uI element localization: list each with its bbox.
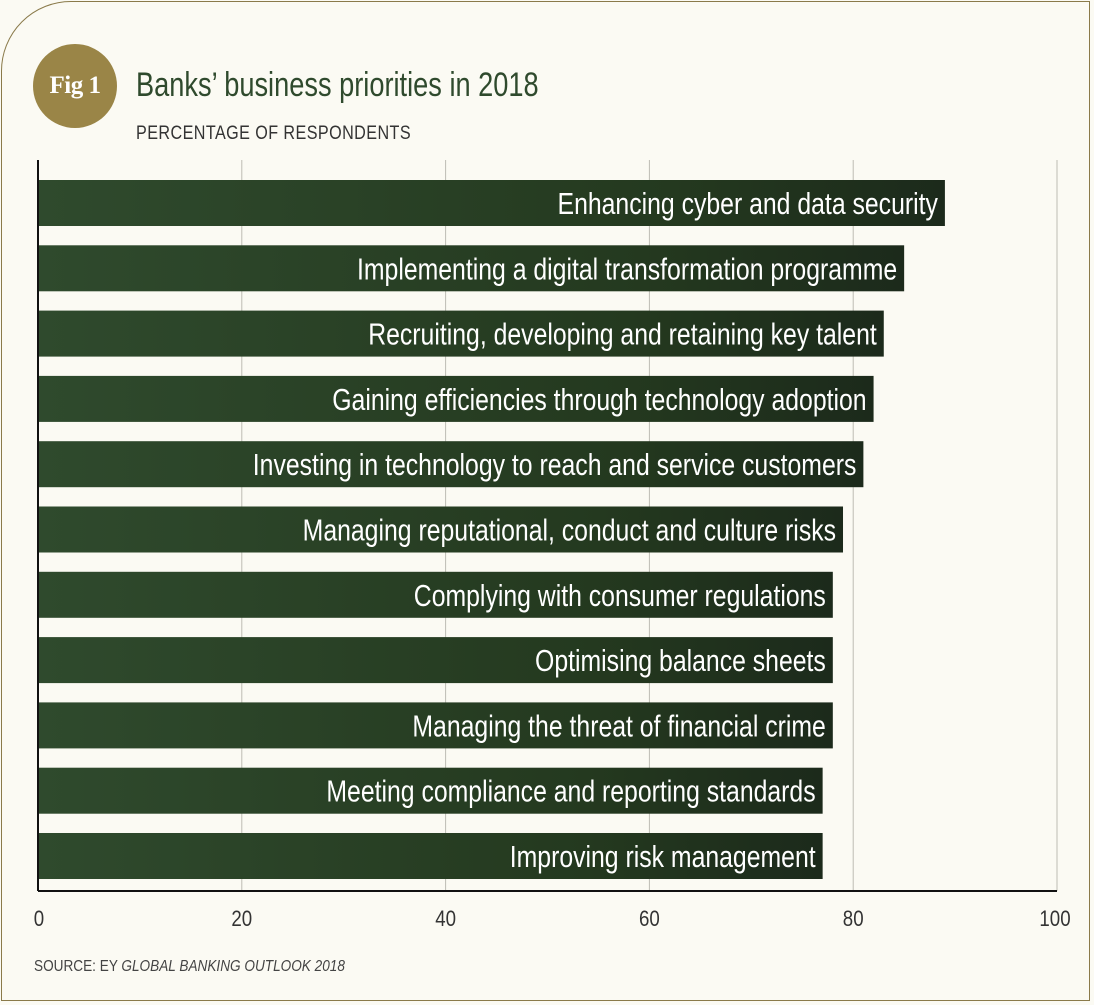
x-tick-label: 80 bbox=[843, 908, 864, 932]
x-tick-label: 0 bbox=[34, 908, 44, 932]
source-prefix: SOURCE: EY bbox=[34, 958, 122, 975]
bar-label: Gaining efficiencies through technology … bbox=[332, 382, 866, 416]
figure-badge: Fig 1 bbox=[33, 44, 117, 128]
bar-label: Managing reputational, conduct and cultu… bbox=[303, 513, 836, 547]
bar bbox=[38, 833, 823, 879]
bar-label: Optimising balance sheets bbox=[535, 643, 826, 677]
bar-label: Investing in technology to reach and ser… bbox=[253, 448, 857, 482]
source-note: SOURCE: EY GLOBAL BANKING OUTLOOK 2018 bbox=[34, 958, 345, 976]
bar bbox=[38, 506, 844, 553]
bar bbox=[38, 637, 833, 684]
bar bbox=[38, 767, 823, 814]
bar-label: Complying with consumer regulations bbox=[414, 578, 826, 612]
bar-label: Recruiting, developing and retaining key… bbox=[368, 317, 877, 351]
bar bbox=[38, 702, 833, 749]
x-tick-label: 100 bbox=[1039, 908, 1070, 932]
bar bbox=[38, 245, 905, 292]
axes bbox=[37, 160, 1057, 892]
bars bbox=[38, 180, 945, 879]
bar bbox=[38, 180, 945, 226]
chart-title: Banks’ business priorities in 2018 bbox=[136, 66, 539, 104]
bar bbox=[38, 375, 874, 422]
bar bbox=[38, 441, 864, 488]
chart-subtitle: PERCENTAGE OF RESPONDENTS bbox=[136, 123, 412, 144]
bar-label: Enhancing cyber and data security bbox=[558, 186, 938, 220]
x-tick-label: 20 bbox=[231, 908, 252, 932]
figure-badge-label: Fig 1 bbox=[49, 72, 101, 99]
bar-label: Improving risk management bbox=[510, 839, 816, 873]
bar-label: Managing the threat of financial crime bbox=[412, 709, 825, 743]
source-publication: GLOBAL BANKING OUTLOOK 2018 bbox=[121, 958, 345, 975]
bar bbox=[38, 571, 833, 618]
bar-label: Implementing a digital transformation pr… bbox=[357, 252, 897, 286]
x-tick-label: 40 bbox=[435, 908, 456, 932]
tick-labels: 0 20 40 60 80 100 bbox=[34, 908, 1071, 932]
bar bbox=[38, 310, 884, 357]
x-tick-label: 60 bbox=[639, 908, 660, 932]
bar-labels: Enhancing cyber and data security Impleme… bbox=[253, 186, 938, 873]
bar-label: Meeting compliance and reporting standar… bbox=[326, 774, 815, 808]
